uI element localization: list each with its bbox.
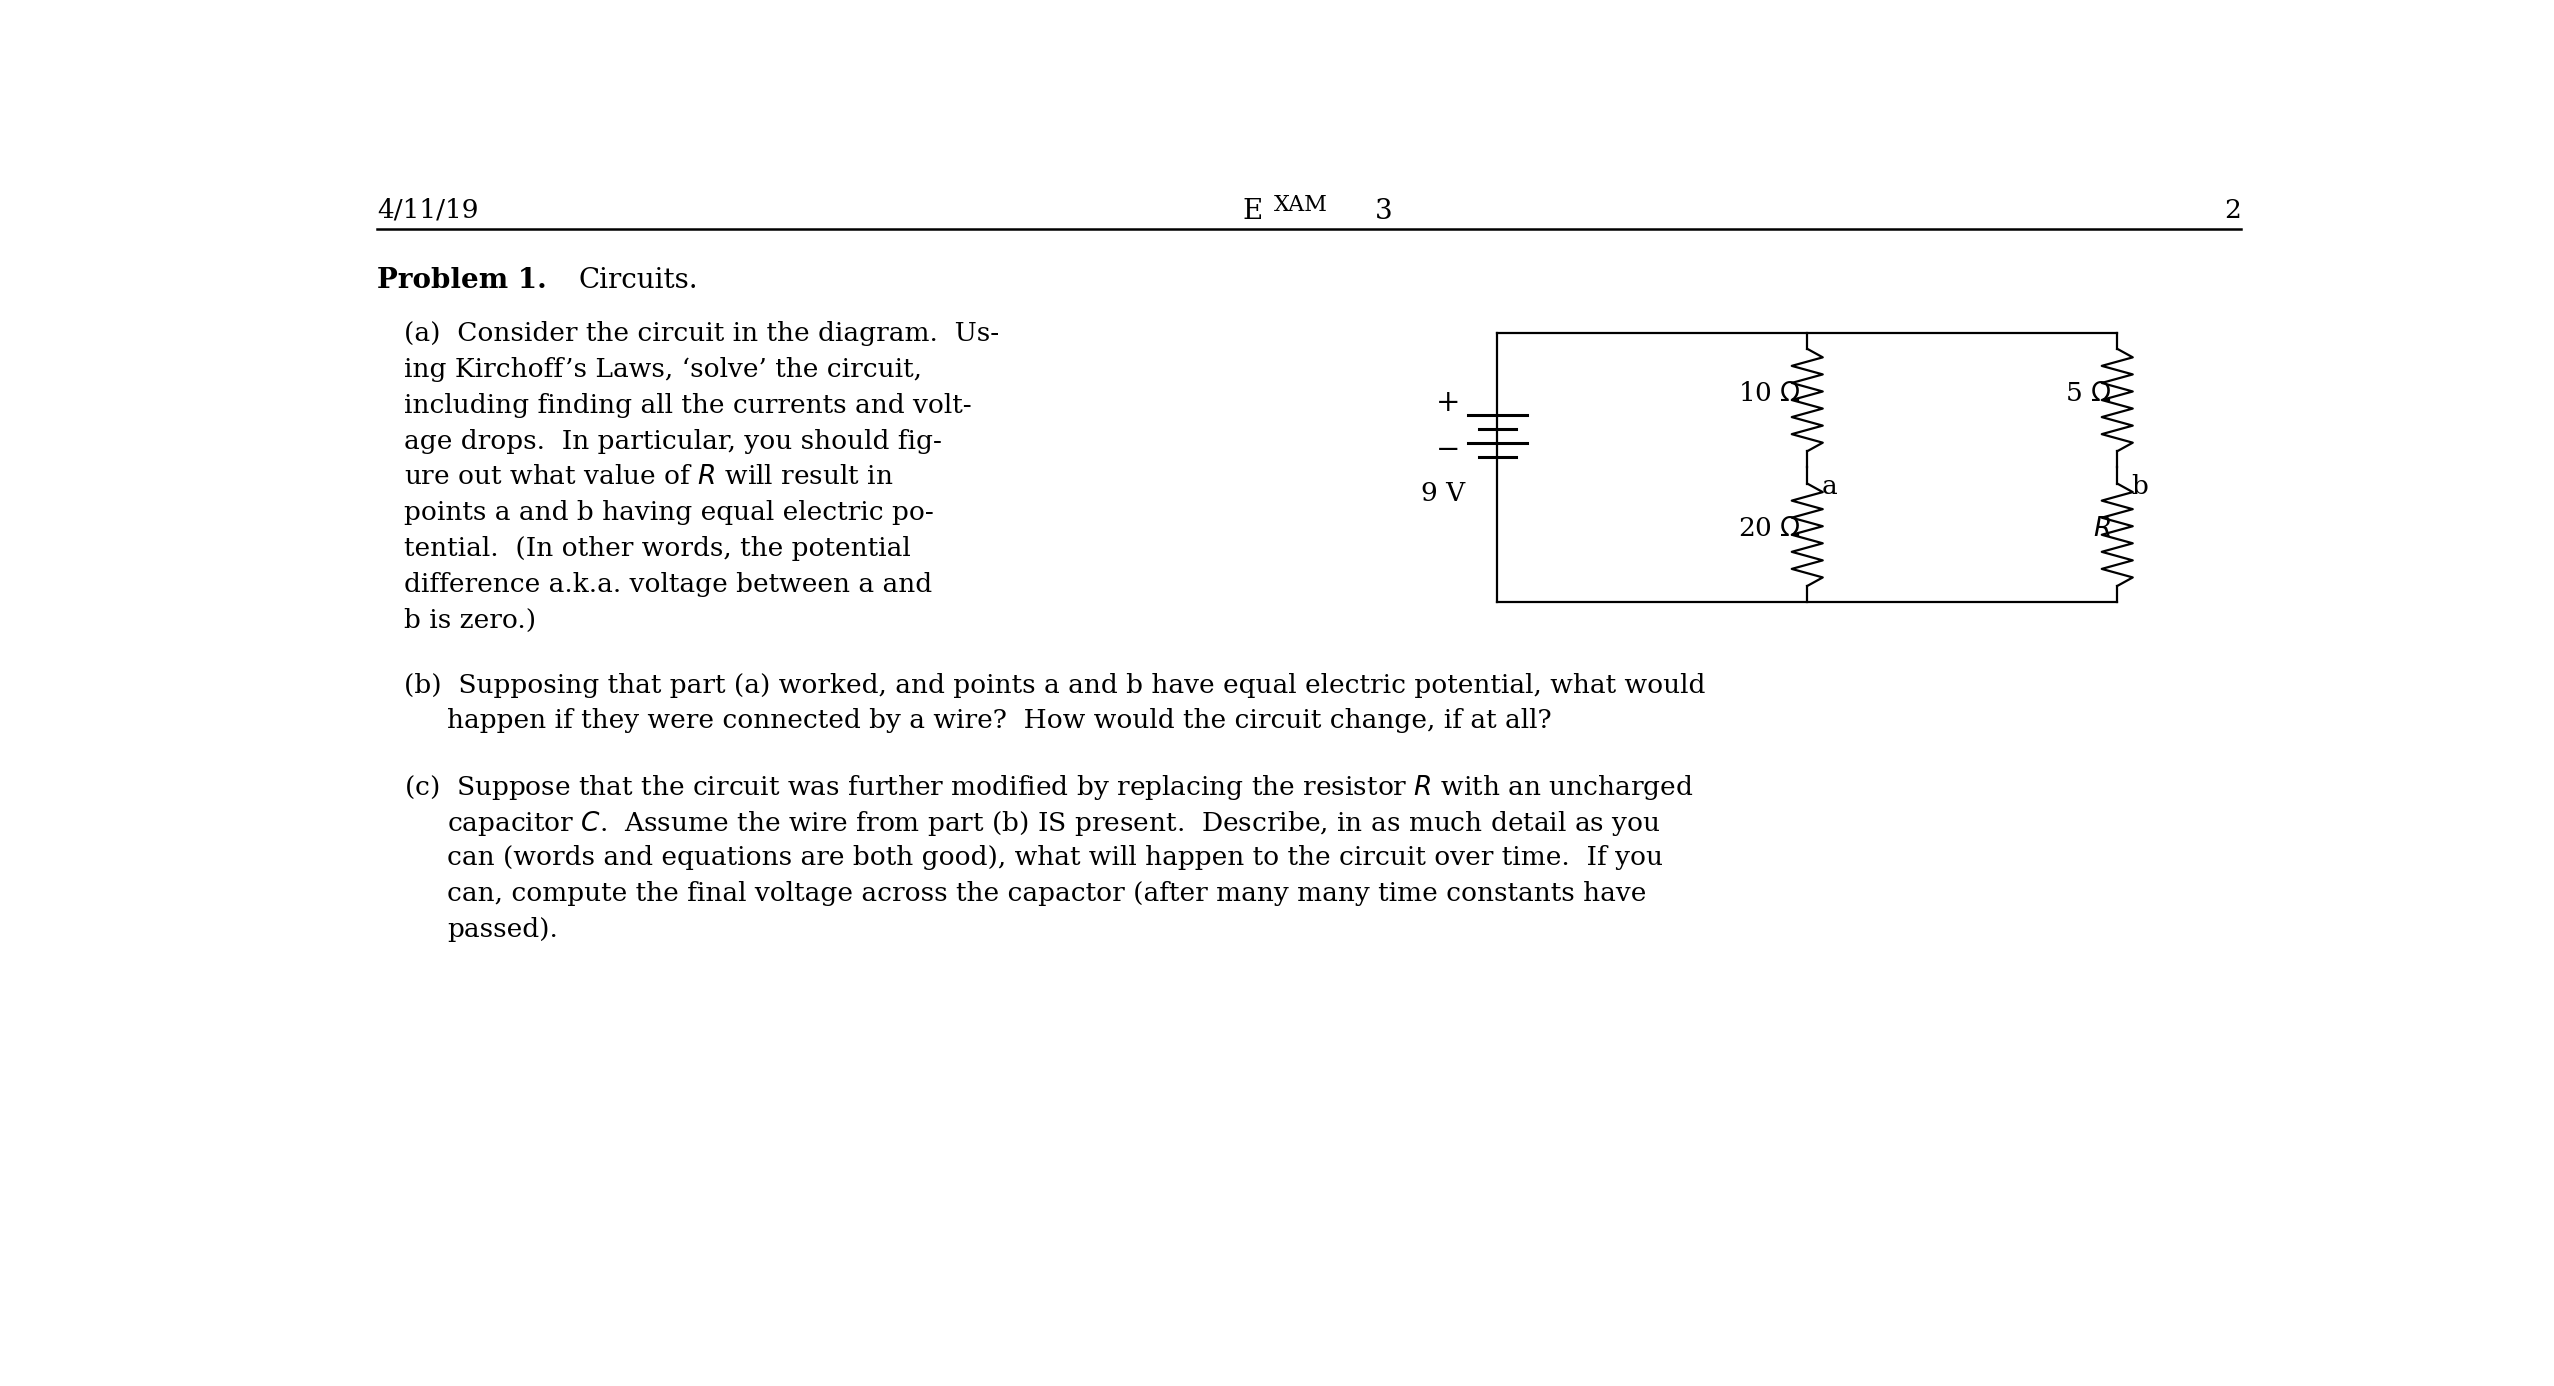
Text: ing Kirchoff’s Laws, ‘solve’ the circuit,: ing Kirchoff’s Laws, ‘solve’ the circuit… [404, 356, 922, 383]
Text: −: − [1435, 437, 1461, 464]
Text: can (words and equations are both good), what will happen to the circuit over ti: can (words and equations are both good),… [447, 845, 1663, 870]
Text: Circuits.: Circuits. [580, 267, 697, 294]
Text: 9 V: 9 V [1420, 481, 1466, 506]
Text: ure out what value of $R$ will result in: ure out what value of $R$ will result in [404, 464, 894, 489]
Text: b: b [2130, 474, 2148, 499]
Text: passed).: passed). [447, 916, 557, 941]
Text: points a and b having equal electric po-: points a and b having equal electric po- [404, 500, 935, 525]
Text: 2: 2 [2225, 198, 2242, 223]
Text: (b)  Supposing that part (a) worked, and points a and b have equal electric pote: (b) Supposing that part (a) worked, and … [404, 672, 1706, 697]
Text: Problem 1.: Problem 1. [378, 267, 547, 294]
Text: $R$: $R$ [2094, 516, 2112, 541]
Text: a: a [1821, 474, 1836, 499]
Text: (c)  Suppose that the circuit was further modified by replacing the resistor $R$: (c) Suppose that the circuit was further… [404, 773, 1693, 802]
Text: XAM: XAM [1274, 194, 1328, 216]
Text: 4/11/19: 4/11/19 [378, 198, 480, 223]
Text: happen if they were connected by a wire?  How would the circuit change, if at al: happen if they were connected by a wire?… [447, 708, 1553, 733]
Text: can, compute the final voltage across the capactor (after many many time constan: can, compute the final voltage across th… [447, 881, 1647, 906]
Text: 20 $\Omega$: 20 $\Omega$ [1737, 516, 1801, 541]
Text: capacitor $C$.  Assume the wire from part (b) IS present.  Describe, in as much : capacitor $C$. Assume the wire from part… [447, 809, 1660, 839]
Text: (a)  Consider the circuit in the diagram.  Us-: (a) Consider the circuit in the diagram.… [404, 322, 999, 346]
Text: E: E [1241, 198, 1262, 225]
Text: difference a.k.a. voltage between a and: difference a.k.a. voltage between a and [404, 571, 932, 597]
Text: b is zero.): b is zero.) [404, 607, 536, 632]
Text: including finding all the currents and volt-: including finding all the currents and v… [404, 392, 973, 417]
Text: age drops.  In particular, you should fig-: age drops. In particular, you should fig… [404, 428, 942, 453]
Text: +: + [1435, 389, 1461, 417]
Text: 3: 3 [1374, 198, 1392, 225]
Text: 10 $\Omega$: 10 $\Omega$ [1737, 381, 1801, 406]
Text: 5 $\Omega$: 5 $\Omega$ [2064, 381, 2112, 406]
Text: tential.  (In other words, the potential: tential. (In other words, the potential [404, 536, 912, 561]
